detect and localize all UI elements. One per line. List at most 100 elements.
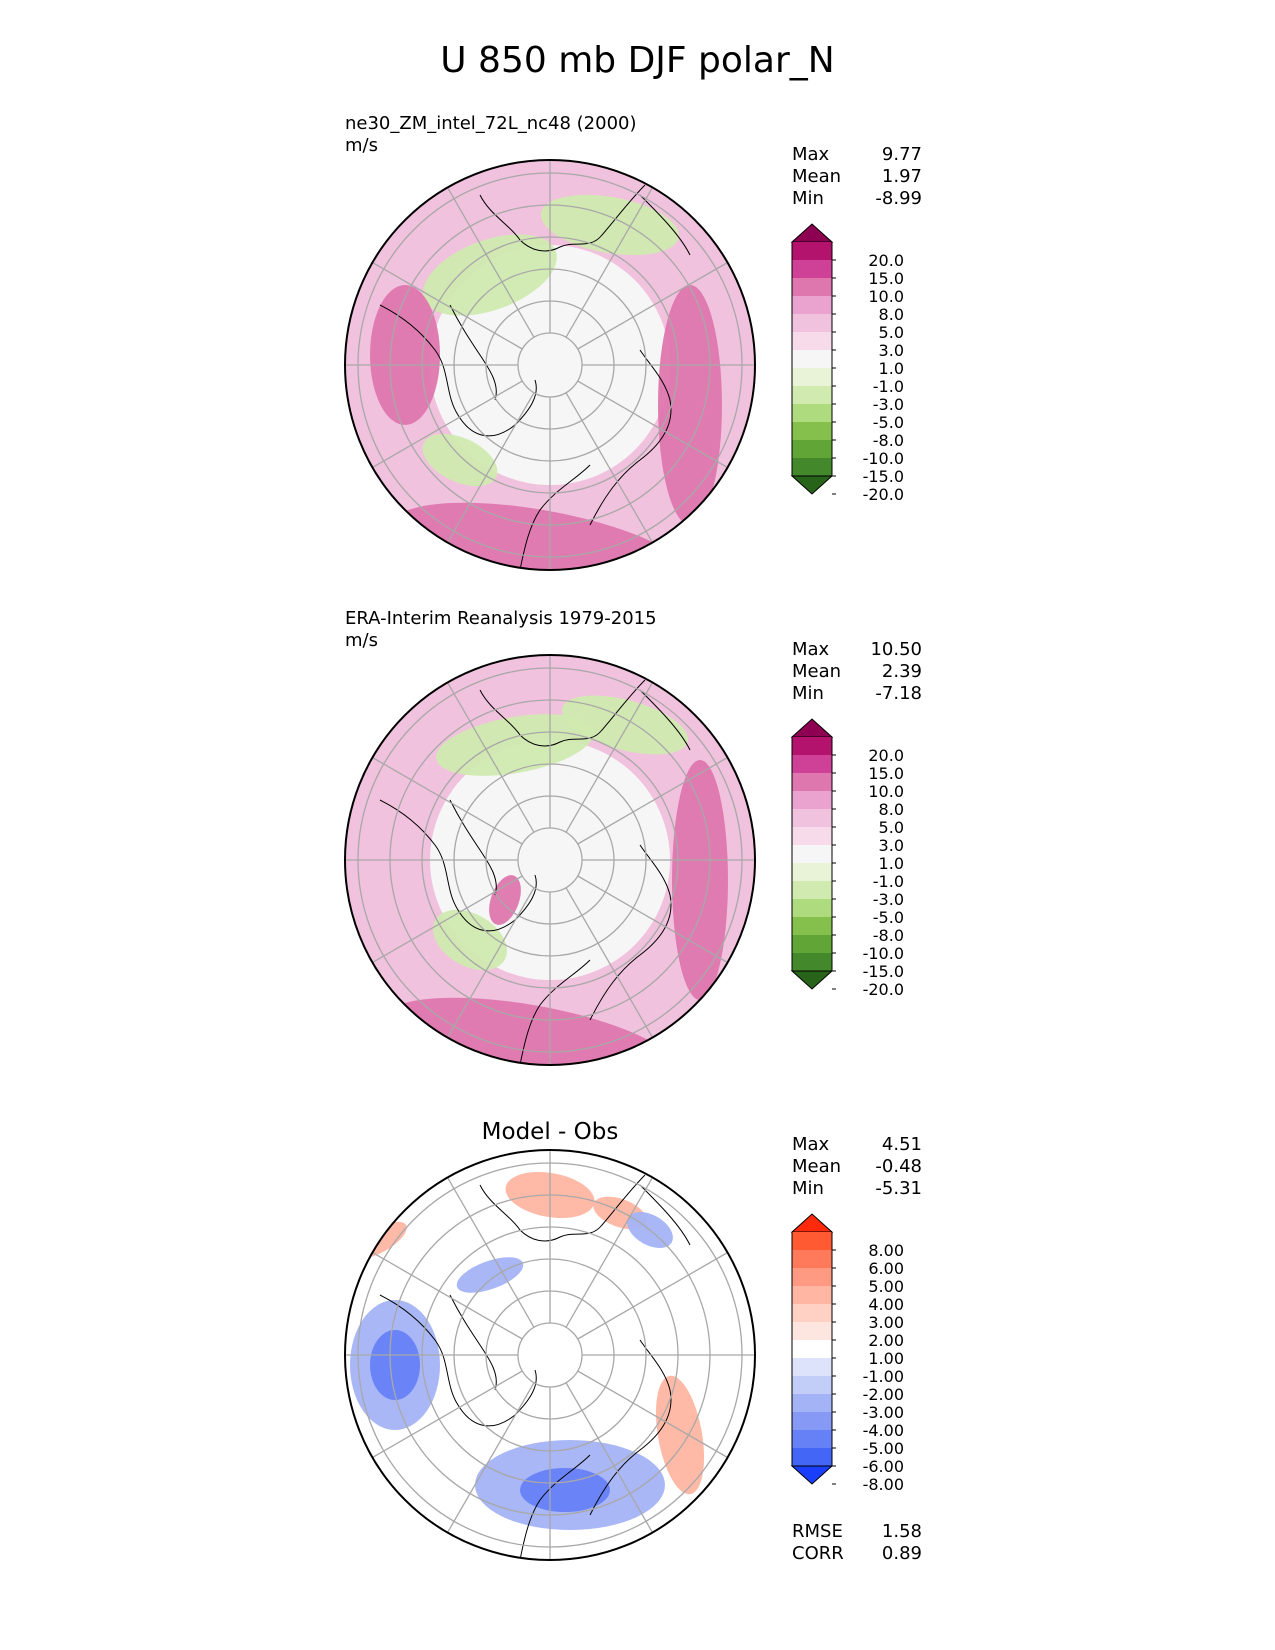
meridian-line	[446, 1382, 535, 1533]
colorbar-extend-max	[790, 223, 834, 243]
stat-min-value: -8.99	[875, 188, 922, 209]
stat-max-label: Max	[792, 1134, 830, 1155]
field-contour	[436, 714, 594, 776]
colorbar-extend-min	[790, 475, 834, 495]
panel-title: ERA-Interim Reanalysis 1979-2015 m/s	[345, 608, 657, 652]
colorbar-segment	[792, 953, 832, 971]
meridian-line	[372, 875, 523, 964]
colorbar-tick-label: 1.0	[879, 359, 904, 378]
coastline	[379, 304, 537, 437]
colorbar-tick-label: -5.0	[873, 413, 904, 432]
colorbar-segment	[792, 773, 832, 791]
polar-map	[344, 1149, 756, 1561]
colorbar: 20.015.010.08.05.03.01.0-1.0-3.0-5.0-8.0…	[790, 223, 904, 504]
metrics-box: RMSE 1.58 CORR 0.89	[792, 1521, 922, 1565]
colorbar-tick-label: -4.00	[863, 1421, 904, 1440]
colorbar-tick-label: 2.00	[868, 1331, 904, 1350]
colorbar-tick-label: -8.0	[873, 926, 904, 945]
field-layer	[345, 160, 755, 570]
colorbar-tick-label: -20.0	[863, 485, 904, 504]
stat-max-label: Max	[792, 144, 830, 165]
colorbar-tick-label: -15.0	[863, 962, 904, 981]
map-boundary	[344, 159, 756, 571]
meridian-line	[577, 1251, 728, 1340]
stat-mean-label: Mean	[792, 661, 842, 682]
units-label: m/s	[345, 135, 378, 156]
colorbar-segment	[792, 1430, 832, 1448]
coastline	[449, 304, 497, 401]
rmse-label: RMSE	[792, 1521, 843, 1542]
colorbar-tick-label: -1.00	[863, 1367, 904, 1386]
colorbar-extend-min	[790, 1465, 834, 1485]
colorbar-segment	[792, 1304, 832, 1322]
colorbar-tick-label: -1.0	[873, 872, 904, 891]
colorbar-tick-label: -5.0	[873, 908, 904, 927]
stat-min-label: Min	[792, 188, 824, 209]
colorbar-tick-label: 15.0	[868, 764, 904, 783]
meridian-line	[372, 380, 523, 469]
colorbar-segment	[792, 827, 832, 845]
corr-label: CORR	[792, 1543, 844, 1564]
colorbar-segment	[792, 242, 832, 260]
colorbar-segment	[792, 260, 832, 278]
colorbar-tick-label: 5.0	[879, 818, 904, 837]
colorbar-extend-min	[790, 970, 834, 990]
colorbar-segment	[792, 1286, 832, 1304]
field-contour	[370, 1330, 420, 1400]
colorbar-tick-label: -10.0	[863, 944, 904, 963]
field-contour	[433, 909, 507, 971]
meridian-line	[577, 380, 728, 469]
colorbar-segment	[792, 422, 832, 440]
meridian-line	[577, 875, 728, 964]
coastline	[589, 1339, 672, 1516]
field-layer	[345, 655, 755, 1065]
colorbar-segment	[792, 917, 832, 935]
coastline	[449, 799, 497, 896]
stats-box: Max 9.77 Mean 1.97 Min -8.99	[792, 144, 922, 210]
stat-mean-value: 1.97	[881, 166, 922, 187]
meridian-line	[565, 187, 654, 338]
colorbar-tick-label: 15.0	[868, 269, 904, 288]
panel-diff: Model - Obs Max 4.51 Mean -0.48 Min -5.31 8…	[0, 990, 1275, 1564]
meridian-line	[372, 756, 523, 845]
colorbar-tick-label: -3.0	[873, 890, 904, 909]
meridian-line	[446, 187, 535, 338]
coastline	[379, 799, 537, 932]
stat-min-label: Min	[792, 1178, 824, 1199]
meridian-line	[577, 261, 728, 350]
field-layer	[345, 1150, 755, 1560]
colorbar-tick-label: -15.0	[863, 467, 904, 486]
colorbar: 8.006.005.004.003.002.001.00-1.00-2.00-3…	[790, 1213, 904, 1494]
colorbar-segment	[792, 755, 832, 773]
colorbar-tick-label: -1.0	[873, 377, 904, 396]
colorbar-tick-label: -8.00	[863, 1475, 904, 1494]
coastline	[479, 679, 646, 747]
coastline	[449, 1294, 497, 1391]
colorbar-segment	[792, 1448, 832, 1466]
colorbar-tick-label: 3.0	[879, 836, 904, 855]
colorbar-segment	[792, 863, 832, 881]
colorbar-segment	[792, 404, 832, 422]
figure-title: U 850 mb DJF polar_N	[440, 40, 835, 81]
colorbar-tick-label: 10.0	[868, 287, 904, 306]
colorbar-tick-label: 6.00	[868, 1259, 904, 1278]
colorbar-segment	[792, 278, 832, 296]
stat-mean-value: 2.39	[881, 661, 922, 682]
colorbar-segment	[792, 332, 832, 350]
coastline	[519, 1454, 591, 1560]
field-contour	[456, 1257, 524, 1293]
colorbar-tick-label: 8.0	[879, 800, 904, 819]
meridian-line	[446, 392, 535, 543]
colorbar-tick-label: -3.00	[863, 1403, 904, 1422]
stats-box: Max 10.50 Mean 2.39 Min -7.18	[792, 639, 922, 705]
colorbar-tick-label: -2.00	[863, 1385, 904, 1404]
field-contour	[423, 234, 557, 316]
meridian-line	[565, 1177, 654, 1328]
field-polar-region	[430, 740, 670, 980]
colorbar-segment	[792, 386, 832, 404]
colorbar: 20.015.010.08.05.03.01.0-1.0-3.0-5.0-8.0…	[790, 718, 904, 999]
meridian-line	[372, 1370, 523, 1459]
field-contour	[422, 433, 498, 487]
polar-map	[344, 654, 756, 1066]
stat-max-value: 4.51	[881, 1134, 922, 1155]
